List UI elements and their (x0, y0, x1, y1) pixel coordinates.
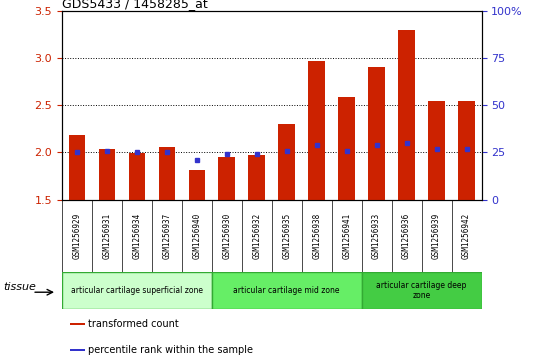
Text: GSM1256929: GSM1256929 (72, 213, 81, 259)
Text: GSM1256931: GSM1256931 (102, 213, 111, 259)
Text: GDS5433 / 1458285_at: GDS5433 / 1458285_at (62, 0, 208, 10)
Text: GSM1256939: GSM1256939 (432, 213, 441, 259)
Text: GSM1256936: GSM1256936 (402, 213, 411, 259)
Bar (159, 147, 175, 200)
Text: GSM1256941: GSM1256941 (342, 213, 351, 259)
Text: GSM1256930: GSM1256930 (222, 213, 231, 259)
Bar (70, 323, 86, 325)
Bar (398, 30, 415, 200)
Text: GSM1256940: GSM1256940 (192, 213, 201, 259)
Bar (62, 272, 212, 309)
Bar (249, 155, 265, 200)
Text: percentile rank within the sample: percentile rank within the sample (88, 345, 253, 355)
Text: GSM1256937: GSM1256937 (162, 213, 171, 259)
Bar (129, 154, 145, 200)
Bar (308, 61, 325, 200)
Text: GSM1256932: GSM1256932 (252, 213, 261, 259)
Bar (98, 149, 115, 200)
Bar (279, 124, 295, 200)
Text: articular cartilage deep
zone: articular cartilage deep zone (377, 281, 467, 300)
Text: articular cartilage mid zone: articular cartilage mid zone (233, 286, 340, 295)
Bar (212, 272, 362, 309)
Bar (218, 157, 235, 200)
Bar (428, 101, 445, 200)
Text: articular cartilage superficial zone: articular cartilage superficial zone (71, 286, 203, 295)
Bar (369, 66, 385, 200)
Bar (69, 135, 85, 200)
Text: GSM1256934: GSM1256934 (132, 213, 141, 259)
Text: GSM1256933: GSM1256933 (372, 213, 381, 259)
Bar (188, 170, 205, 200)
Text: tissue: tissue (3, 282, 36, 292)
Bar (362, 272, 482, 309)
Text: GSM1256942: GSM1256942 (462, 213, 471, 259)
Text: GSM1256938: GSM1256938 (312, 213, 321, 259)
Bar (458, 101, 475, 200)
Text: transformed count: transformed count (88, 319, 179, 329)
Text: GSM1256935: GSM1256935 (282, 213, 291, 259)
Bar (338, 97, 355, 200)
Bar (70, 348, 86, 351)
